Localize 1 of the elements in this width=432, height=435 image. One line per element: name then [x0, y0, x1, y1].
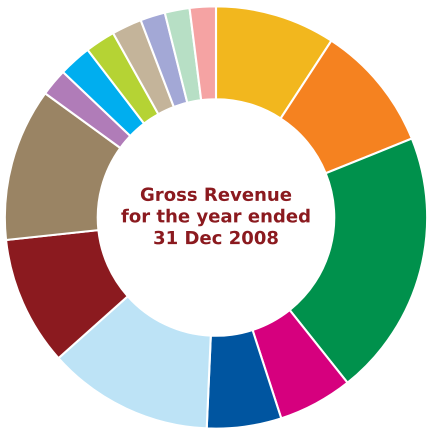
- text: Gross Revenue for the year ended 31 Dec 2008: [121, 187, 310, 244]
